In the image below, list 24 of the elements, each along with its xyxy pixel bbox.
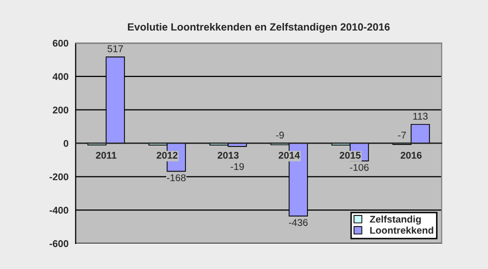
x-tick-label: 2015 (340, 152, 361, 159)
y-tick-label: -200 (50, 173, 68, 180)
data-label: -106 (350, 164, 369, 171)
data-label: -168 (166, 174, 186, 182)
x-tick-label: 2012 (156, 152, 178, 159)
y-tick-label: 400 (52, 73, 68, 80)
x-tick-label: 2013 (218, 152, 239, 159)
data-label: 113 (413, 112, 428, 120)
chart-title: Evolutie Loontrekkenden en Zelfstandigen 2010-2016 (128, 22, 390, 33)
data-label: -436 (288, 219, 308, 226)
y-tick-label: 0 (64, 140, 68, 147)
x-tick-label: 2016 (400, 152, 422, 159)
y-tick-label: 200 (52, 106, 68, 114)
data-label: -9 (276, 132, 284, 139)
data-label: -7 (398, 132, 406, 138)
x-tick-label: 2014 (278, 152, 300, 159)
data-label: 517 (108, 45, 123, 52)
y-tick-label: -400 (50, 206, 68, 214)
legend-label: Zelfstandig (370, 216, 421, 225)
y-tick-label: 600 (52, 40, 68, 47)
x-tick-label: 2011 (96, 152, 116, 159)
legend-label: Loontrekkend (370, 226, 434, 234)
y-tick-label: -600 (50, 240, 68, 248)
data-label: -19 (230, 163, 244, 170)
